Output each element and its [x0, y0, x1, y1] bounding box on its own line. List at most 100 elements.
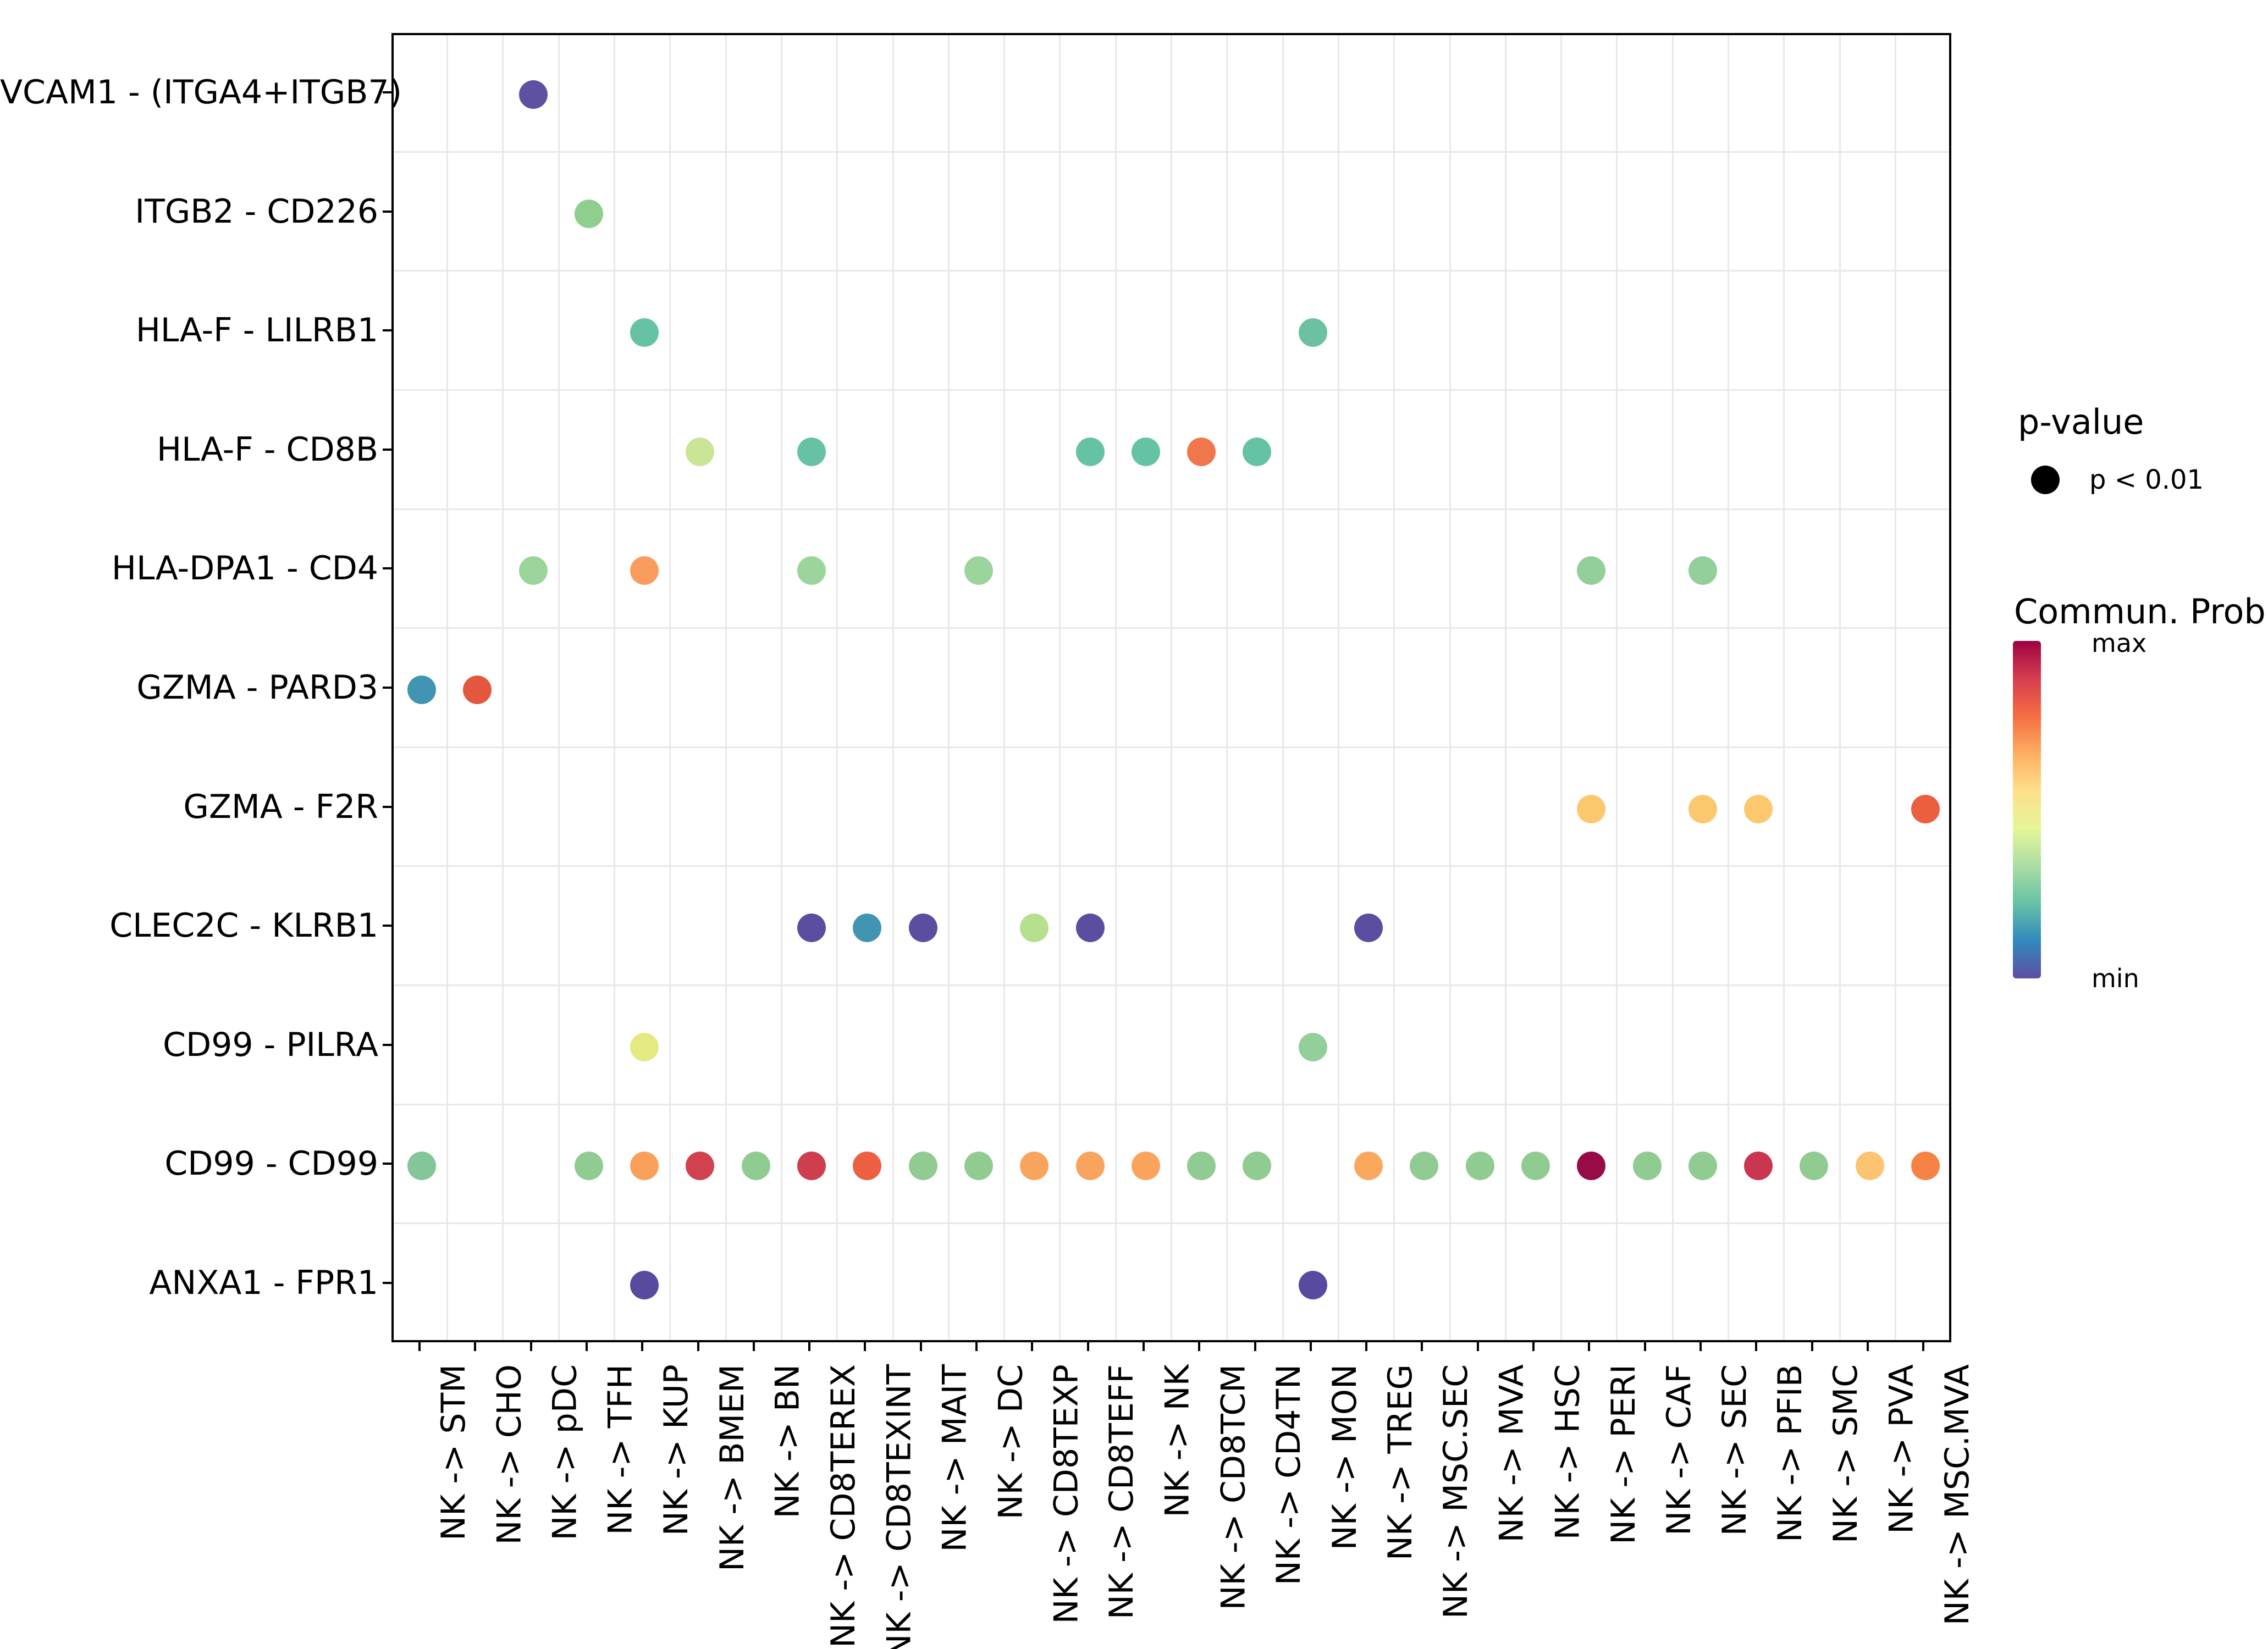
- data-point: [797, 556, 826, 585]
- data-point: [407, 675, 436, 704]
- grid-line-horizontal: [394, 389, 1949, 391]
- data-point: [1187, 437, 1216, 466]
- y-axis-tick: [383, 1043, 392, 1046]
- grid-line-horizontal: [394, 746, 1949, 748]
- y-tick-label: GZMA - PARD3: [136, 668, 378, 707]
- data-point: [1075, 1152, 1105, 1181]
- grid-line-vertical: [502, 35, 504, 1341]
- x-axis-tick: [1922, 1342, 1925, 1352]
- grid-line-vertical: [1560, 35, 1563, 1341]
- data-point: [1243, 437, 1272, 466]
- grid-line-vertical: [1783, 35, 1785, 1341]
- grid-line-vertical: [836, 35, 838, 1341]
- x-tick-label: NK -> BMEM: [713, 1364, 752, 1571]
- x-tick-label: NK -> DC: [991, 1364, 1030, 1520]
- y-tick-label: GZMA - F2R: [183, 787, 378, 826]
- data-point: [1577, 556, 1606, 585]
- x-axis-tick: [1532, 1342, 1535, 1352]
- x-axis-tick: [975, 1342, 978, 1352]
- y-tick-label: CLEC2C - KLRB1: [109, 906, 378, 945]
- data-point: [686, 1152, 715, 1181]
- data-point: [1354, 914, 1383, 943]
- y-tick-label: ANXA1 - FPR1: [149, 1264, 378, 1302]
- colorbar-min-label: min: [2092, 964, 2139, 993]
- y-tick-label: HLA-F - CD8B: [156, 430, 378, 469]
- y-tick-label: CD99 - PILRA: [163, 1025, 378, 1064]
- x-tick-label: NK -> CD4TN: [1270, 1364, 1309, 1586]
- data-point: [630, 1152, 659, 1181]
- x-tick-label: NK -> MAIT: [935, 1364, 974, 1552]
- x-tick-label: NK -> BN: [768, 1364, 807, 1519]
- grid-line-vertical: [1839, 35, 1841, 1341]
- data-point: [964, 556, 993, 585]
- plot-panel: [391, 32, 1951, 1343]
- data-point: [1187, 1152, 1216, 1181]
- grid-line-vertical: [1226, 35, 1228, 1341]
- data-point: [1410, 1152, 1439, 1181]
- data-point: [1800, 1152, 1829, 1181]
- x-axis-tick: [1198, 1342, 1201, 1352]
- data-point: [1744, 1152, 1773, 1181]
- grid-line-vertical: [614, 35, 616, 1341]
- grid-line-vertical: [1114, 35, 1117, 1341]
- data-point: [1911, 794, 1940, 823]
- data-point: [630, 556, 659, 585]
- data-point: [1911, 1152, 1940, 1181]
- grid-line-horizontal: [394, 865, 1949, 867]
- grid-line-horizontal: [394, 508, 1949, 510]
- x-axis-tick: [1254, 1342, 1256, 1352]
- x-tick-label: NK -> SEC: [1715, 1364, 1754, 1536]
- data-point: [853, 1152, 882, 1181]
- x-tick-label: NK -> MSC.SEC: [1437, 1364, 1476, 1619]
- data-point: [686, 437, 715, 466]
- data-point: [1131, 1152, 1160, 1181]
- grid-line-horizontal: [394, 1222, 1949, 1225]
- grid-line-horizontal: [394, 984, 1949, 986]
- y-axis-tick: [383, 805, 392, 808]
- x-tick-label: NK -> KUP: [657, 1364, 696, 1536]
- y-tick-label: VCAM1 - (ITGA4+ITGB7): [0, 73, 402, 112]
- grid-line-vertical: [892, 35, 894, 1341]
- data-point: [797, 437, 826, 466]
- pvalue-legend-title: p-value: [2018, 402, 2144, 442]
- data-point: [630, 318, 659, 347]
- x-axis-tick: [752, 1342, 755, 1352]
- x-tick-label: NK -> TREG: [1381, 1364, 1420, 1561]
- x-axis-tick: [1643, 1342, 1646, 1352]
- x-axis-tick: [697, 1342, 699, 1352]
- grid-line-vertical: [1504, 35, 1507, 1341]
- data-point: [1465, 1152, 1494, 1181]
- grid-line-vertical: [1393, 35, 1395, 1341]
- data-point: [1577, 794, 1606, 823]
- data-point: [1131, 437, 1160, 466]
- x-tick-label: NK -> CHO: [490, 1364, 529, 1545]
- colorbar-title: Commun. Prob.: [2014, 591, 2268, 632]
- data-point: [1354, 1152, 1383, 1181]
- pvalue-dot-icon: [2031, 466, 2060, 494]
- x-axis-tick: [1476, 1342, 1479, 1352]
- y-axis-tick: [383, 925, 392, 927]
- y-tick-label: ITGB2 - CD226: [135, 192, 378, 231]
- y-axis-tick: [383, 1163, 392, 1165]
- y-tick-label: HLA-DPA1 - CD4: [111, 549, 378, 588]
- x-tick-label: NK -> SMC: [1826, 1364, 1866, 1544]
- x-axis-tick: [1086, 1342, 1089, 1352]
- colorbar-max-label: max: [2092, 628, 2147, 658]
- x-axis-tick: [1588, 1342, 1591, 1352]
- x-tick-label: NK -> HSC: [1548, 1364, 1587, 1540]
- x-axis-tick: [1031, 1342, 1034, 1352]
- x-axis-tick: [1755, 1342, 1758, 1352]
- grid-line-vertical: [725, 35, 727, 1341]
- data-point: [1688, 556, 1717, 585]
- data-point: [1298, 1270, 1327, 1299]
- x-tick-label: NK -> CAF: [1659, 1364, 1698, 1536]
- x-axis-tick: [641, 1342, 644, 1352]
- x-tick-label: NK -> CD8TEXINT: [880, 1364, 919, 1649]
- y-axis-tick: [383, 567, 392, 570]
- y-axis-tick: [383, 210, 392, 213]
- data-point: [1020, 1152, 1049, 1181]
- data-point: [1688, 794, 1717, 823]
- grid-line-vertical: [1894, 35, 1896, 1341]
- data-point: [1298, 1032, 1327, 1061]
